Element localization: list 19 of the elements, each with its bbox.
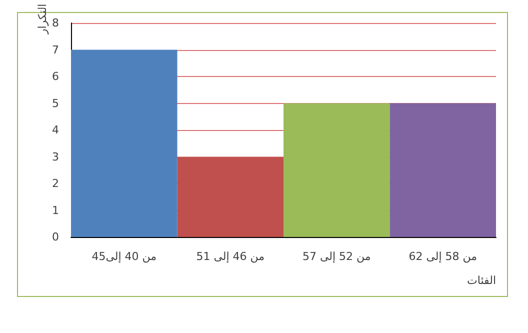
y-tick-label: 3 [52, 150, 59, 164]
y-tick-label: 1 [52, 204, 59, 217]
bar [284, 103, 390, 237]
x-tick-label: من 52 إلى 57 [302, 250, 371, 263]
y-axis-title: التكرار [36, 4, 49, 35]
bar [71, 50, 178, 237]
x-tick-label: من 58 إلى 62 [408, 250, 478, 263]
y-tick-label: 8 [52, 16, 59, 30]
x-axis-title: الفئات [467, 274, 496, 287]
x-tick-label: من 40 إلى45 [92, 250, 157, 263]
y-tick-label: 7 [52, 43, 59, 56]
y-tick-label: 5 [52, 96, 59, 110]
y-tick-label: 6 [52, 70, 59, 83]
y-tick-label: 4 [52, 124, 59, 136]
y-tick-label: 2 [52, 177, 59, 190]
y-tick-label: 0 [52, 230, 59, 244]
x-tick-label: من 46 إلى 51 [196, 250, 265, 263]
bar [390, 103, 496, 237]
bar [177, 156, 284, 237]
